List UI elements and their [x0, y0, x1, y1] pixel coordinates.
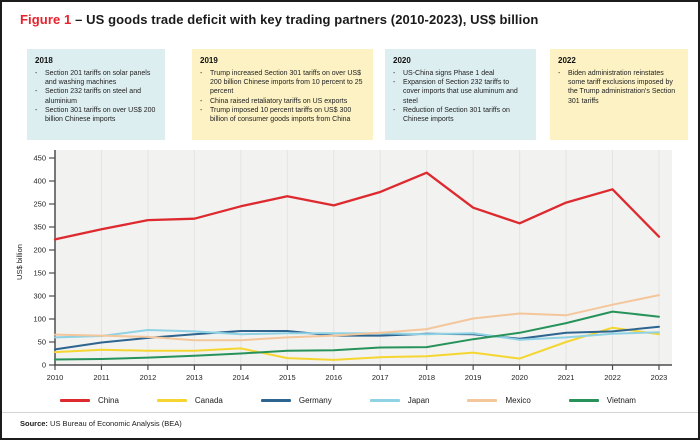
legend-item-china: China: [60, 396, 119, 405]
bullet-dash-icon: -: [200, 97, 203, 105]
legend-swatch-icon: [568, 399, 599, 402]
bullet-dash-icon: -: [393, 70, 396, 77]
legend-item-japan: Japan: [369, 396, 430, 405]
y-tick-label: 200: [33, 246, 46, 255]
annotation-bullet: - Trump increased Section 301 tariffs on …: [200, 69, 365, 97]
legend-label: Japan: [407, 396, 430, 405]
bullet-dash-icon: -: [393, 106, 396, 114]
legend-item-germany: Germany: [260, 396, 332, 405]
bullet-text: China raised retaliatory tariffs on US e…: [210, 97, 348, 105]
figure-title: Figure 1 – US goods trade deficit with k…: [20, 12, 538, 27]
annotation-box-2022: 2022 - Biden administration reinstates som…: [550, 49, 688, 140]
x-tick-label: 2016: [325, 373, 342, 382]
x-tick-label: 2020: [511, 373, 528, 382]
x-tick-label: 2010: [47, 373, 64, 382]
legend-swatch-icon: [60, 399, 90, 402]
annotation-year: 2020: [393, 56, 411, 65]
series-line-vietnam: [54, 310, 660, 361]
x-tick-label: 2021: [558, 373, 575, 382]
source-note: Source: US Bureau of Economic Analysis (…: [2, 412, 698, 438]
annotation-bullet: - Section 301 tariffs on over US$ 200 bil…: [35, 106, 157, 124]
bullet-text: Reduction of Section 301 tariffs on Chin…: [403, 106, 510, 124]
x-tick-label: 2017: [372, 373, 389, 382]
x-tick-label: 2012: [140, 373, 157, 382]
annotation-bullet: - Reduction of Section 301 tariffs on Chi…: [393, 106, 528, 124]
plot-background: [55, 150, 672, 365]
x-tick-label: 2018: [418, 373, 435, 382]
legend-item-mexico: Mexico: [467, 396, 531, 405]
bullet-dash-icon: -: [558, 70, 561, 77]
bullet-text: US-China signs Phase 1 deal: [403, 70, 495, 77]
legend-label: China: [98, 396, 119, 405]
bullet-text: Section 301 tariffs on over US$ 200 bill…: [45, 106, 156, 124]
legend-swatch-icon: [467, 399, 498, 402]
y-tick-label: 450: [33, 154, 46, 163]
series-line-canada: [54, 326, 660, 361]
bullet-dash-icon: -: [35, 88, 38, 96]
legend-swatch-icon: [260, 399, 291, 402]
y-tick-label: 350: [33, 223, 46, 232]
y-tick-label: 150: [33, 269, 46, 278]
y-tick-label: 400: [33, 177, 46, 186]
y-tick-label: 0: [42, 361, 46, 370]
y-tick-label: 300: [33, 292, 46, 301]
legend-label: Mexico: [505, 396, 531, 405]
annotation-bullet: - US-China signs Phase 1 deal: [393, 69, 528, 78]
annotation-year: 2022: [558, 56, 576, 65]
annotation-bullet: - Section 201 tariffs on solar panels and…: [35, 69, 157, 87]
legend-swatch-icon: [369, 399, 400, 402]
annotation-year: 2019: [200, 56, 218, 65]
legend-swatch-icon: [156, 399, 187, 402]
x-tick-label: 2011: [93, 373, 109, 382]
annotation-box-2018: 2018- Section 201 tariffs on solar panels…: [27, 49, 165, 140]
source-text: US Bureau of Economic Analysis (BEA): [47, 419, 182, 428]
bullet-text: Trump increased Section 301 tariffs on o…: [210, 70, 363, 96]
x-tick-label: 2023: [651, 373, 668, 382]
series-line-mexico: [54, 294, 660, 342]
annotation-bullet: - Expansion of Section 232 tariffs to cov…: [393, 78, 528, 106]
x-tick-label: 2013: [186, 373, 203, 382]
figure-number: Figure 1: [20, 12, 72, 27]
annotation-bullet: - China raised retaliatory tariffs on US …: [200, 97, 365, 106]
bullet-text: Section 201 tariffs on solar panels and …: [45, 70, 151, 87]
x-tick-label: 2015: [279, 373, 296, 382]
legend-item-canada: Canada: [156, 396, 223, 405]
bullet-text: Expansion of Section 232 tariffs to cove…: [403, 79, 518, 105]
bullet-dash-icon: -: [35, 70, 38, 77]
chart-legend: China Canada Germany Japan Mexico Vietnam: [60, 396, 636, 405]
bullet-dash-icon: -: [393, 79, 396, 87]
annotation-bullet: - Biden administration reinstates some ta…: [558, 69, 680, 106]
annotation-box-2019: 2019- Trump increased Section 301 tariffs…: [192, 49, 373, 140]
bullet-text: Trump imposed 10 percent tariffs on US$ …: [210, 106, 352, 124]
legend-label: Germany: [298, 396, 332, 405]
bullet-text: Section 232 tariffs on steel and alumini…: [45, 88, 141, 105]
y-tick-label: 250: [33, 200, 46, 209]
bullet-dash-icon: -: [200, 106, 203, 114]
annotation-year: 2018: [35, 56, 53, 65]
bullet-text: Biden administration reinstates some tar…: [568, 70, 676, 105]
annotation-box-2020: 2020- US-China signs Phase 1 deal - Expansi…: [385, 49, 536, 140]
source-label: Source:: [20, 419, 48, 428]
chart-area: 450 400 250 350 200 150 300 100 50 0 2010 2011 2012 2…: [2, 147, 700, 387]
series-line-china: [53, 171, 661, 241]
y-axis-title: US$ billion: [15, 244, 24, 280]
figure-title-text: – US goods trade deficit with key tradin…: [71, 12, 539, 27]
legend-item-vietnam: Vietnam: [568, 396, 636, 405]
x-tick-label: 2014: [233, 373, 250, 382]
y-tick-label: 100: [33, 315, 46, 324]
y-tick-label: 50: [38, 338, 46, 347]
bullet-dash-icon: -: [200, 70, 203, 77]
bullet-dash-icon: -: [35, 106, 38, 114]
legend-label: Canada: [194, 396, 223, 405]
legend-label: Vietnam: [606, 396, 636, 405]
annotation-bullet: - Section 232 tariffs on steel and alumin…: [35, 87, 157, 105]
x-tick-label: 2022: [604, 373, 621, 382]
annotation-bullet: - Trump imposed 10 percent tariffs on US$…: [200, 106, 365, 124]
x-tick-label: 2019: [465, 373, 482, 382]
